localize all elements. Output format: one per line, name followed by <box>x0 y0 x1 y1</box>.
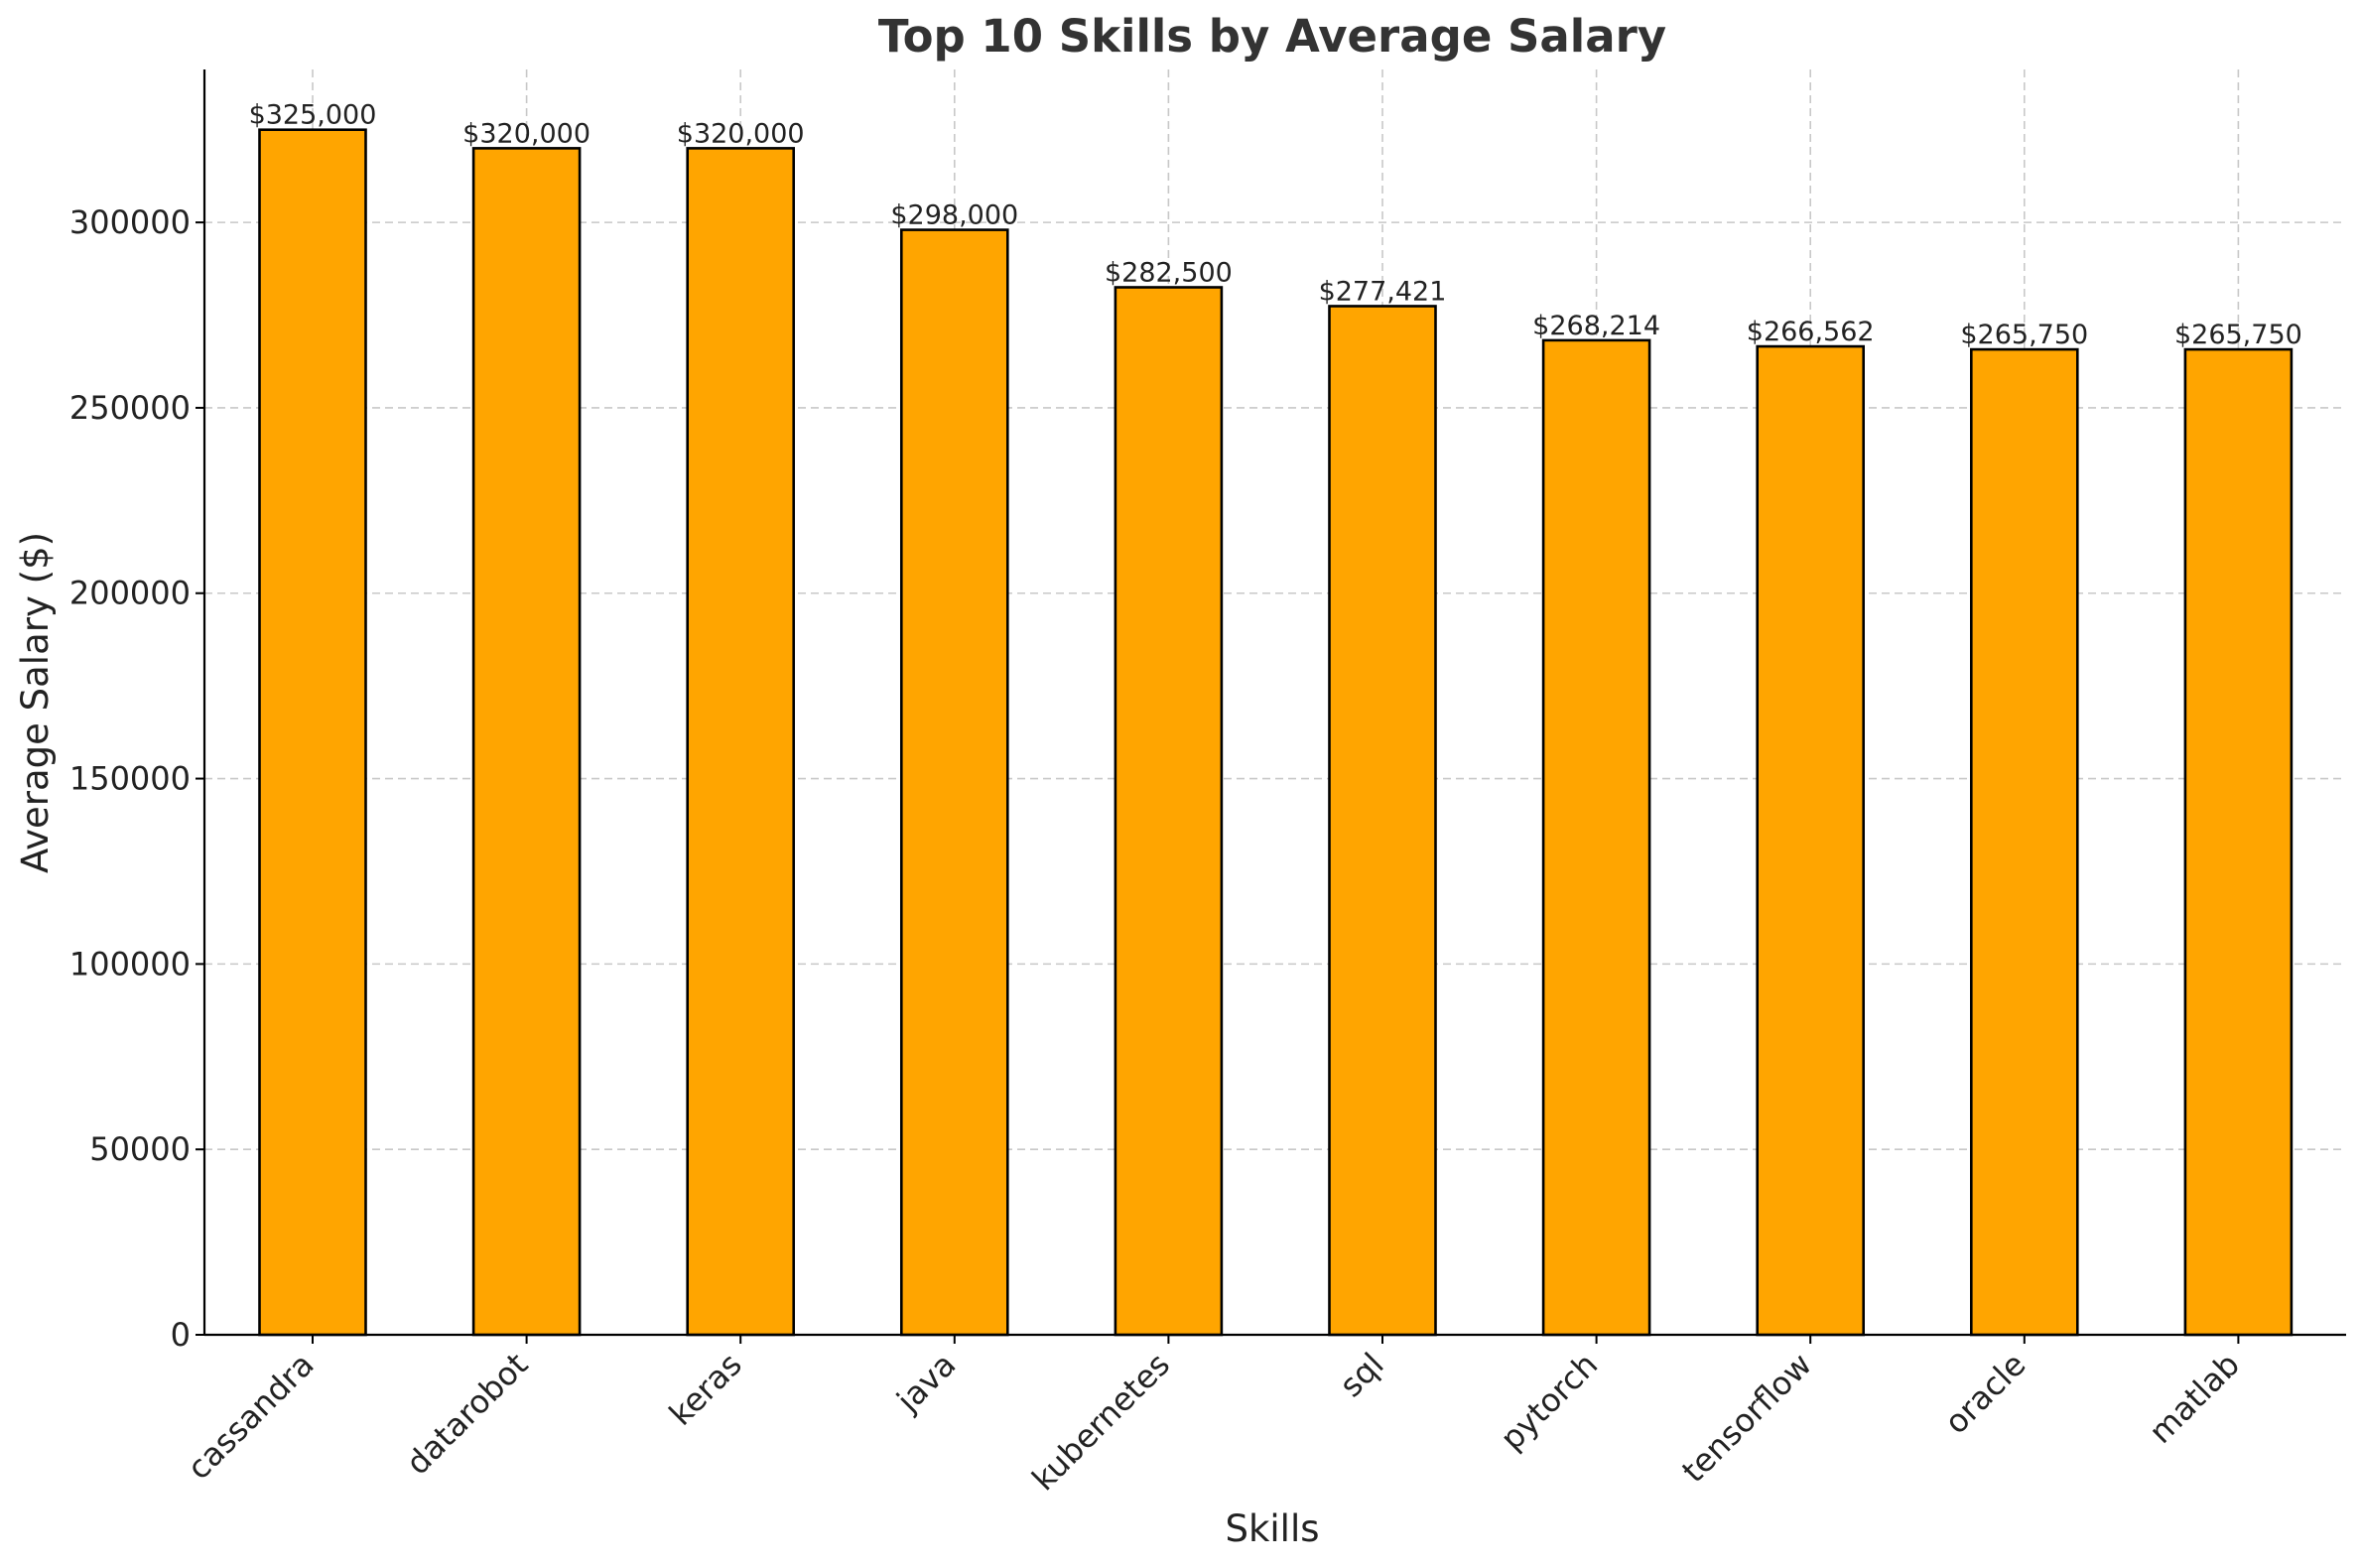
bar-value-label: $320,000 <box>462 118 590 149</box>
y-tick-label: 250000 <box>69 389 191 427</box>
bars <box>258 128 2294 1337</box>
x-tick-label: keras <box>662 1346 749 1433</box>
bar-value-label: $277,421 <box>1319 276 1447 307</box>
y-tick-label: 300000 <box>69 203 191 241</box>
x-tick-label: oracle <box>1937 1346 2033 1442</box>
bar-matlab <box>2183 347 2294 1337</box>
x-tick-label: matlab <box>2142 1346 2247 1451</box>
y-tick-label: 100000 <box>69 945 191 982</box>
bar-value-label: $298,000 <box>890 200 1018 231</box>
x-tick-label: kubernetes <box>1024 1346 1177 1499</box>
chart-title: Top 10 Skills by Average Salary <box>878 10 1666 63</box>
y-tick-label: 200000 <box>69 575 191 612</box>
data-labels: $325,000 $320,000 $320,000 $298,000 $282,500… <box>249 100 2302 350</box>
bar-tensorflow <box>1756 344 1865 1337</box>
y-tick-label: 50000 <box>89 1130 191 1168</box>
x-tick-label: java <box>888 1346 963 1420</box>
bar-cassandra <box>258 128 367 1337</box>
bar-oracle <box>1970 347 2079 1337</box>
bar-value-label: $282,500 <box>1105 258 1233 289</box>
bar-sql <box>1328 305 1437 1337</box>
x-tick-label: pytorch <box>1493 1346 1605 1458</box>
bar-value-label: $268,214 <box>1532 311 1660 341</box>
bar-value-label: $325,000 <box>249 100 377 131</box>
x-tick-label: cassandra <box>180 1346 321 1487</box>
bar-kubernetes <box>1114 286 1224 1337</box>
x-tick-label: sql <box>1332 1346 1390 1404</box>
bar-datarobot <box>471 147 582 1337</box>
x-tick-label: datarobot <box>399 1346 536 1483</box>
bar-keras <box>686 147 796 1337</box>
bar-value-label: $320,000 <box>677 118 805 149</box>
bar-value-label: $265,750 <box>2174 320 2302 350</box>
y-tick-label: 0 <box>171 1316 191 1354</box>
y-tick-label: 150000 <box>69 760 191 798</box>
bar-value-label: $265,750 <box>1960 320 2088 350</box>
x-axis-title: Skills <box>1225 1507 1319 1550</box>
x-tick-label: tensorflow <box>1674 1346 1819 1491</box>
bar-pytorch <box>1541 338 1651 1337</box>
bar-java <box>899 228 1009 1337</box>
y-axis-title: Average Salary ($) <box>14 532 57 873</box>
bar-value-label: $266,562 <box>1747 317 1875 347</box>
axes <box>196 69 2346 1344</box>
